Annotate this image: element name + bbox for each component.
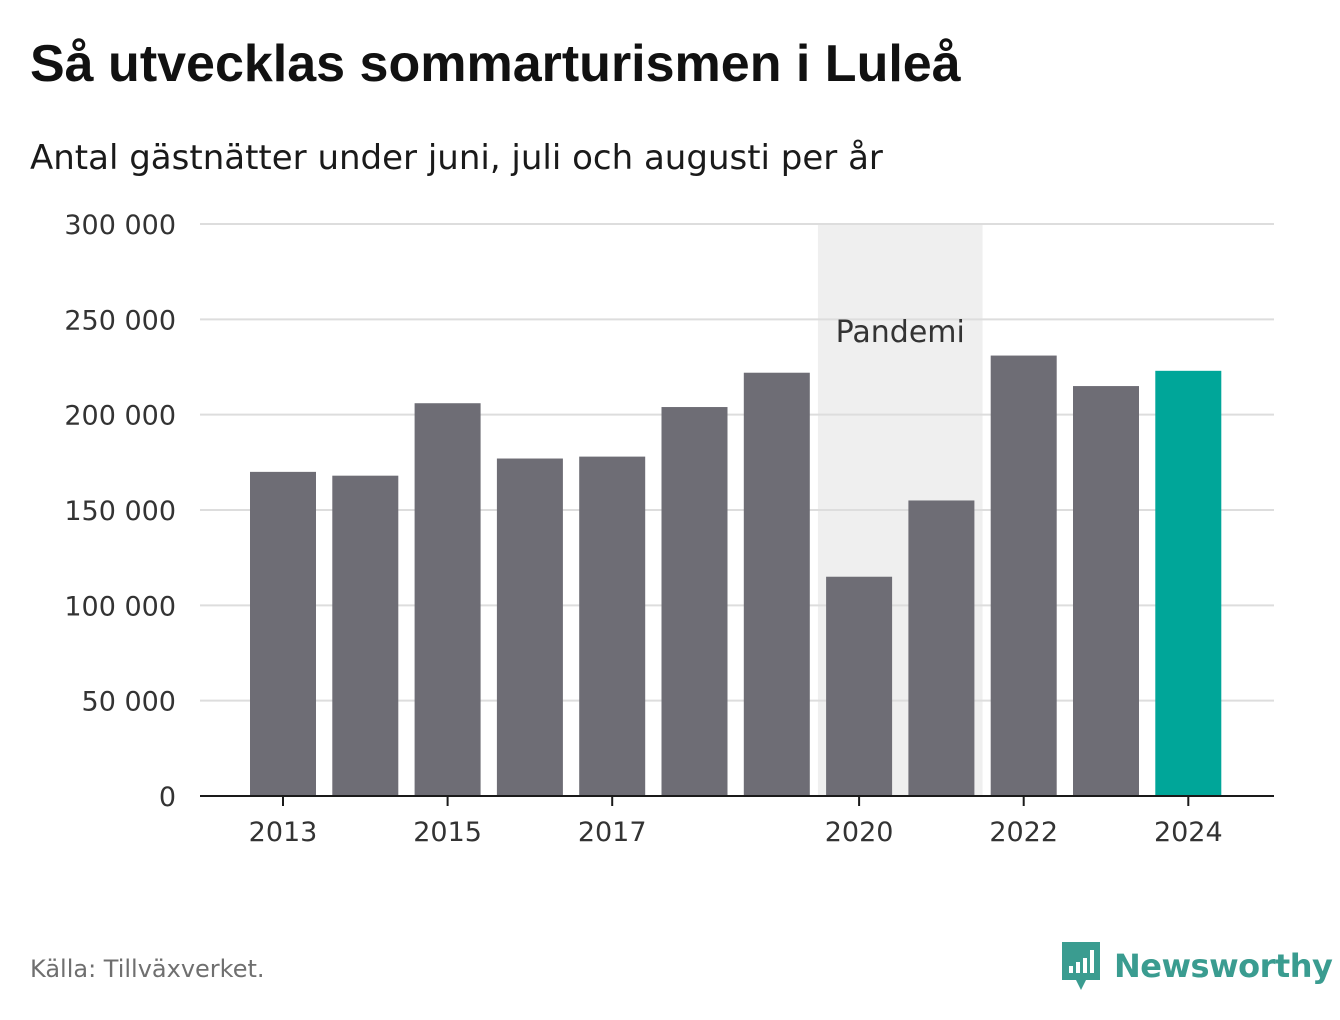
chart-title: Så utvecklas sommarturismen i Luleå xyxy=(30,35,961,93)
y-tick-label: 200 000 xyxy=(64,401,176,432)
bar-2022 xyxy=(990,355,1057,796)
chart-subtitle: Antal gästnätter under juni, juli och au… xyxy=(30,138,883,178)
y-tick-label: 250 000 xyxy=(64,305,176,336)
pandemic-label: Pandemi xyxy=(836,315,965,350)
bar-2016 xyxy=(496,458,563,796)
bar-2015 xyxy=(414,403,481,796)
x-tick-label: 2024 xyxy=(1154,817,1223,848)
bar-2023 xyxy=(1073,386,1139,796)
x-tick-label: 2013 xyxy=(249,817,318,848)
source-note: Källa: Tillväxverket. xyxy=(30,955,265,983)
y-tick-label: 300 000 xyxy=(64,210,176,241)
bar-2020 xyxy=(826,576,893,796)
y-tick-label: 100 000 xyxy=(64,591,176,622)
bar-2019 xyxy=(743,372,810,796)
bar-2018 xyxy=(661,407,728,796)
x-tick-label: 2022 xyxy=(989,817,1058,848)
newsworthy-logo-icon xyxy=(1062,942,1100,990)
y-tick-label: 50 000 xyxy=(82,687,176,718)
bar-2021 xyxy=(908,500,975,796)
bar-2017 xyxy=(579,456,646,796)
bar-2014 xyxy=(332,475,399,796)
brand: Newsworthy xyxy=(1060,940,1333,992)
y-tick-label: 150 000 xyxy=(64,496,176,527)
bar-2024 xyxy=(1155,370,1222,796)
bar-2013 xyxy=(250,471,316,796)
y-tick-label: 0 xyxy=(159,782,176,813)
x-tick-label: 2020 xyxy=(825,817,894,848)
x-tick-label: 2017 xyxy=(578,817,647,848)
x-tick-label: 2015 xyxy=(413,817,482,848)
bar-chart: 0 50 000 100 000 150 000 200 000 250 000 300 0… xyxy=(64,210,1274,848)
brand-name: Newsworthy xyxy=(1114,947,1333,985)
